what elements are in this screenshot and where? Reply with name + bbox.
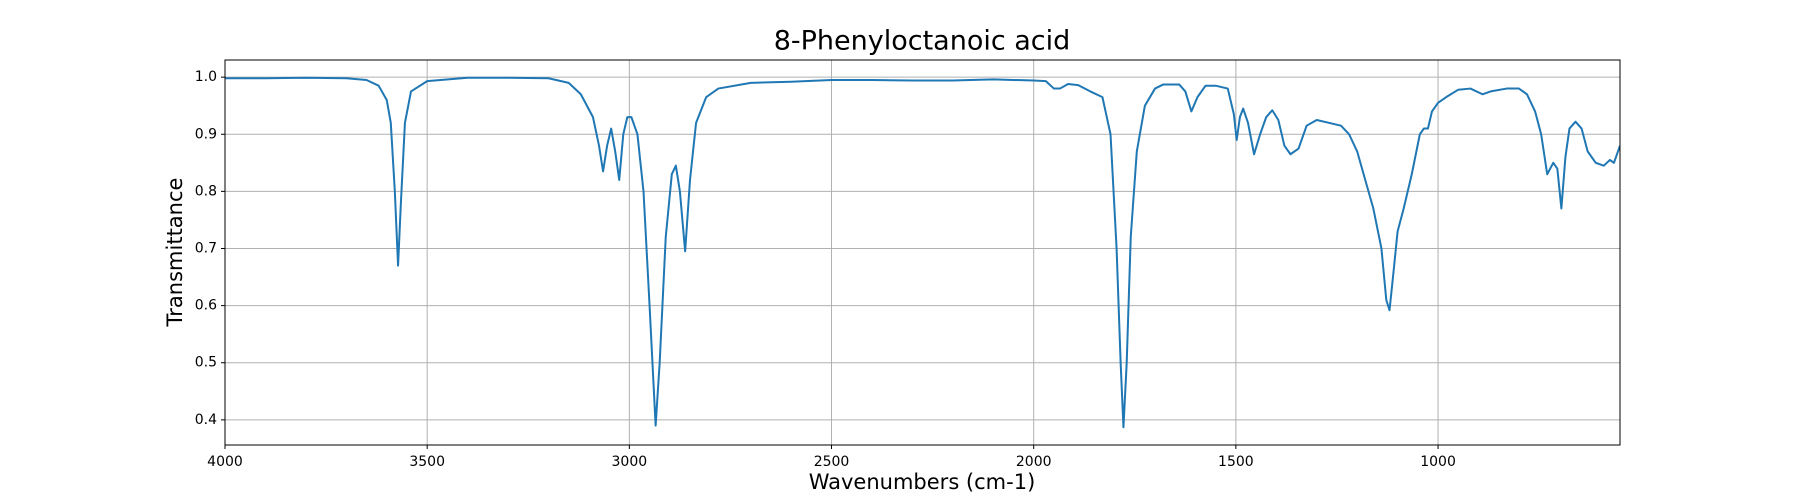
x-tick-label: 3500 — [409, 454, 445, 470]
plot-frame — [224, 59, 1621, 446]
spectrum-line — [225, 76, 1620, 429]
x-tick-label: 2000 — [1016, 454, 1052, 470]
y-tick-label: 0.6 — [195, 298, 217, 314]
x-tick-label: 4000 — [207, 454, 243, 470]
y-tick-label: 0.7 — [195, 241, 217, 257]
y-tick-label: 0.8 — [195, 183, 217, 199]
x-tick-label: 1500 — [1218, 454, 1254, 470]
x-tick-label: 2500 — [814, 454, 850, 470]
y-tick-label: 0.9 — [195, 126, 217, 142]
x-tick-label: 1000 — [1420, 454, 1456, 470]
y-axis-label: Transmittance — [163, 178, 187, 328]
chart-title: 8-Phenyloctanoic acid — [774, 26, 1071, 57]
y-tick-label: 0.5 — [195, 355, 217, 371]
x-axis-label: Wavenumbers (cm-1) — [809, 470, 1036, 494]
y-tick-label: 1.0 — [195, 69, 217, 85]
x-tick-label: 3000 — [612, 454, 648, 470]
y-tick-label: 0.4 — [195, 412, 217, 428]
